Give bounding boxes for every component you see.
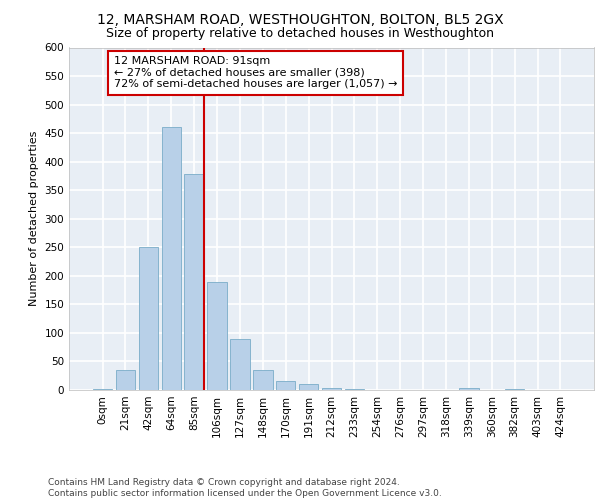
Bar xyxy=(139,248,158,390)
Bar xyxy=(93,389,112,390)
Bar xyxy=(184,174,204,390)
Bar xyxy=(253,370,272,390)
Text: Contains HM Land Registry data © Crown copyright and database right 2024.
Contai: Contains HM Land Registry data © Crown c… xyxy=(48,478,442,498)
Bar xyxy=(161,128,181,390)
Bar xyxy=(276,382,295,390)
Text: Size of property relative to detached houses in Westhoughton: Size of property relative to detached ho… xyxy=(106,28,494,40)
Bar xyxy=(459,388,479,390)
Bar xyxy=(322,388,341,390)
Bar xyxy=(299,384,319,390)
Text: 12 MARSHAM ROAD: 91sqm
← 27% of detached houses are smaller (398)
72% of semi-de: 12 MARSHAM ROAD: 91sqm ← 27% of detached… xyxy=(114,56,398,90)
Text: 12, MARSHAM ROAD, WESTHOUGHTON, BOLTON, BL5 2GX: 12, MARSHAM ROAD, WESTHOUGHTON, BOLTON, … xyxy=(97,12,503,26)
Bar xyxy=(116,370,135,390)
Bar xyxy=(208,282,227,390)
Y-axis label: Number of detached properties: Number of detached properties xyxy=(29,131,39,306)
Bar xyxy=(230,338,250,390)
